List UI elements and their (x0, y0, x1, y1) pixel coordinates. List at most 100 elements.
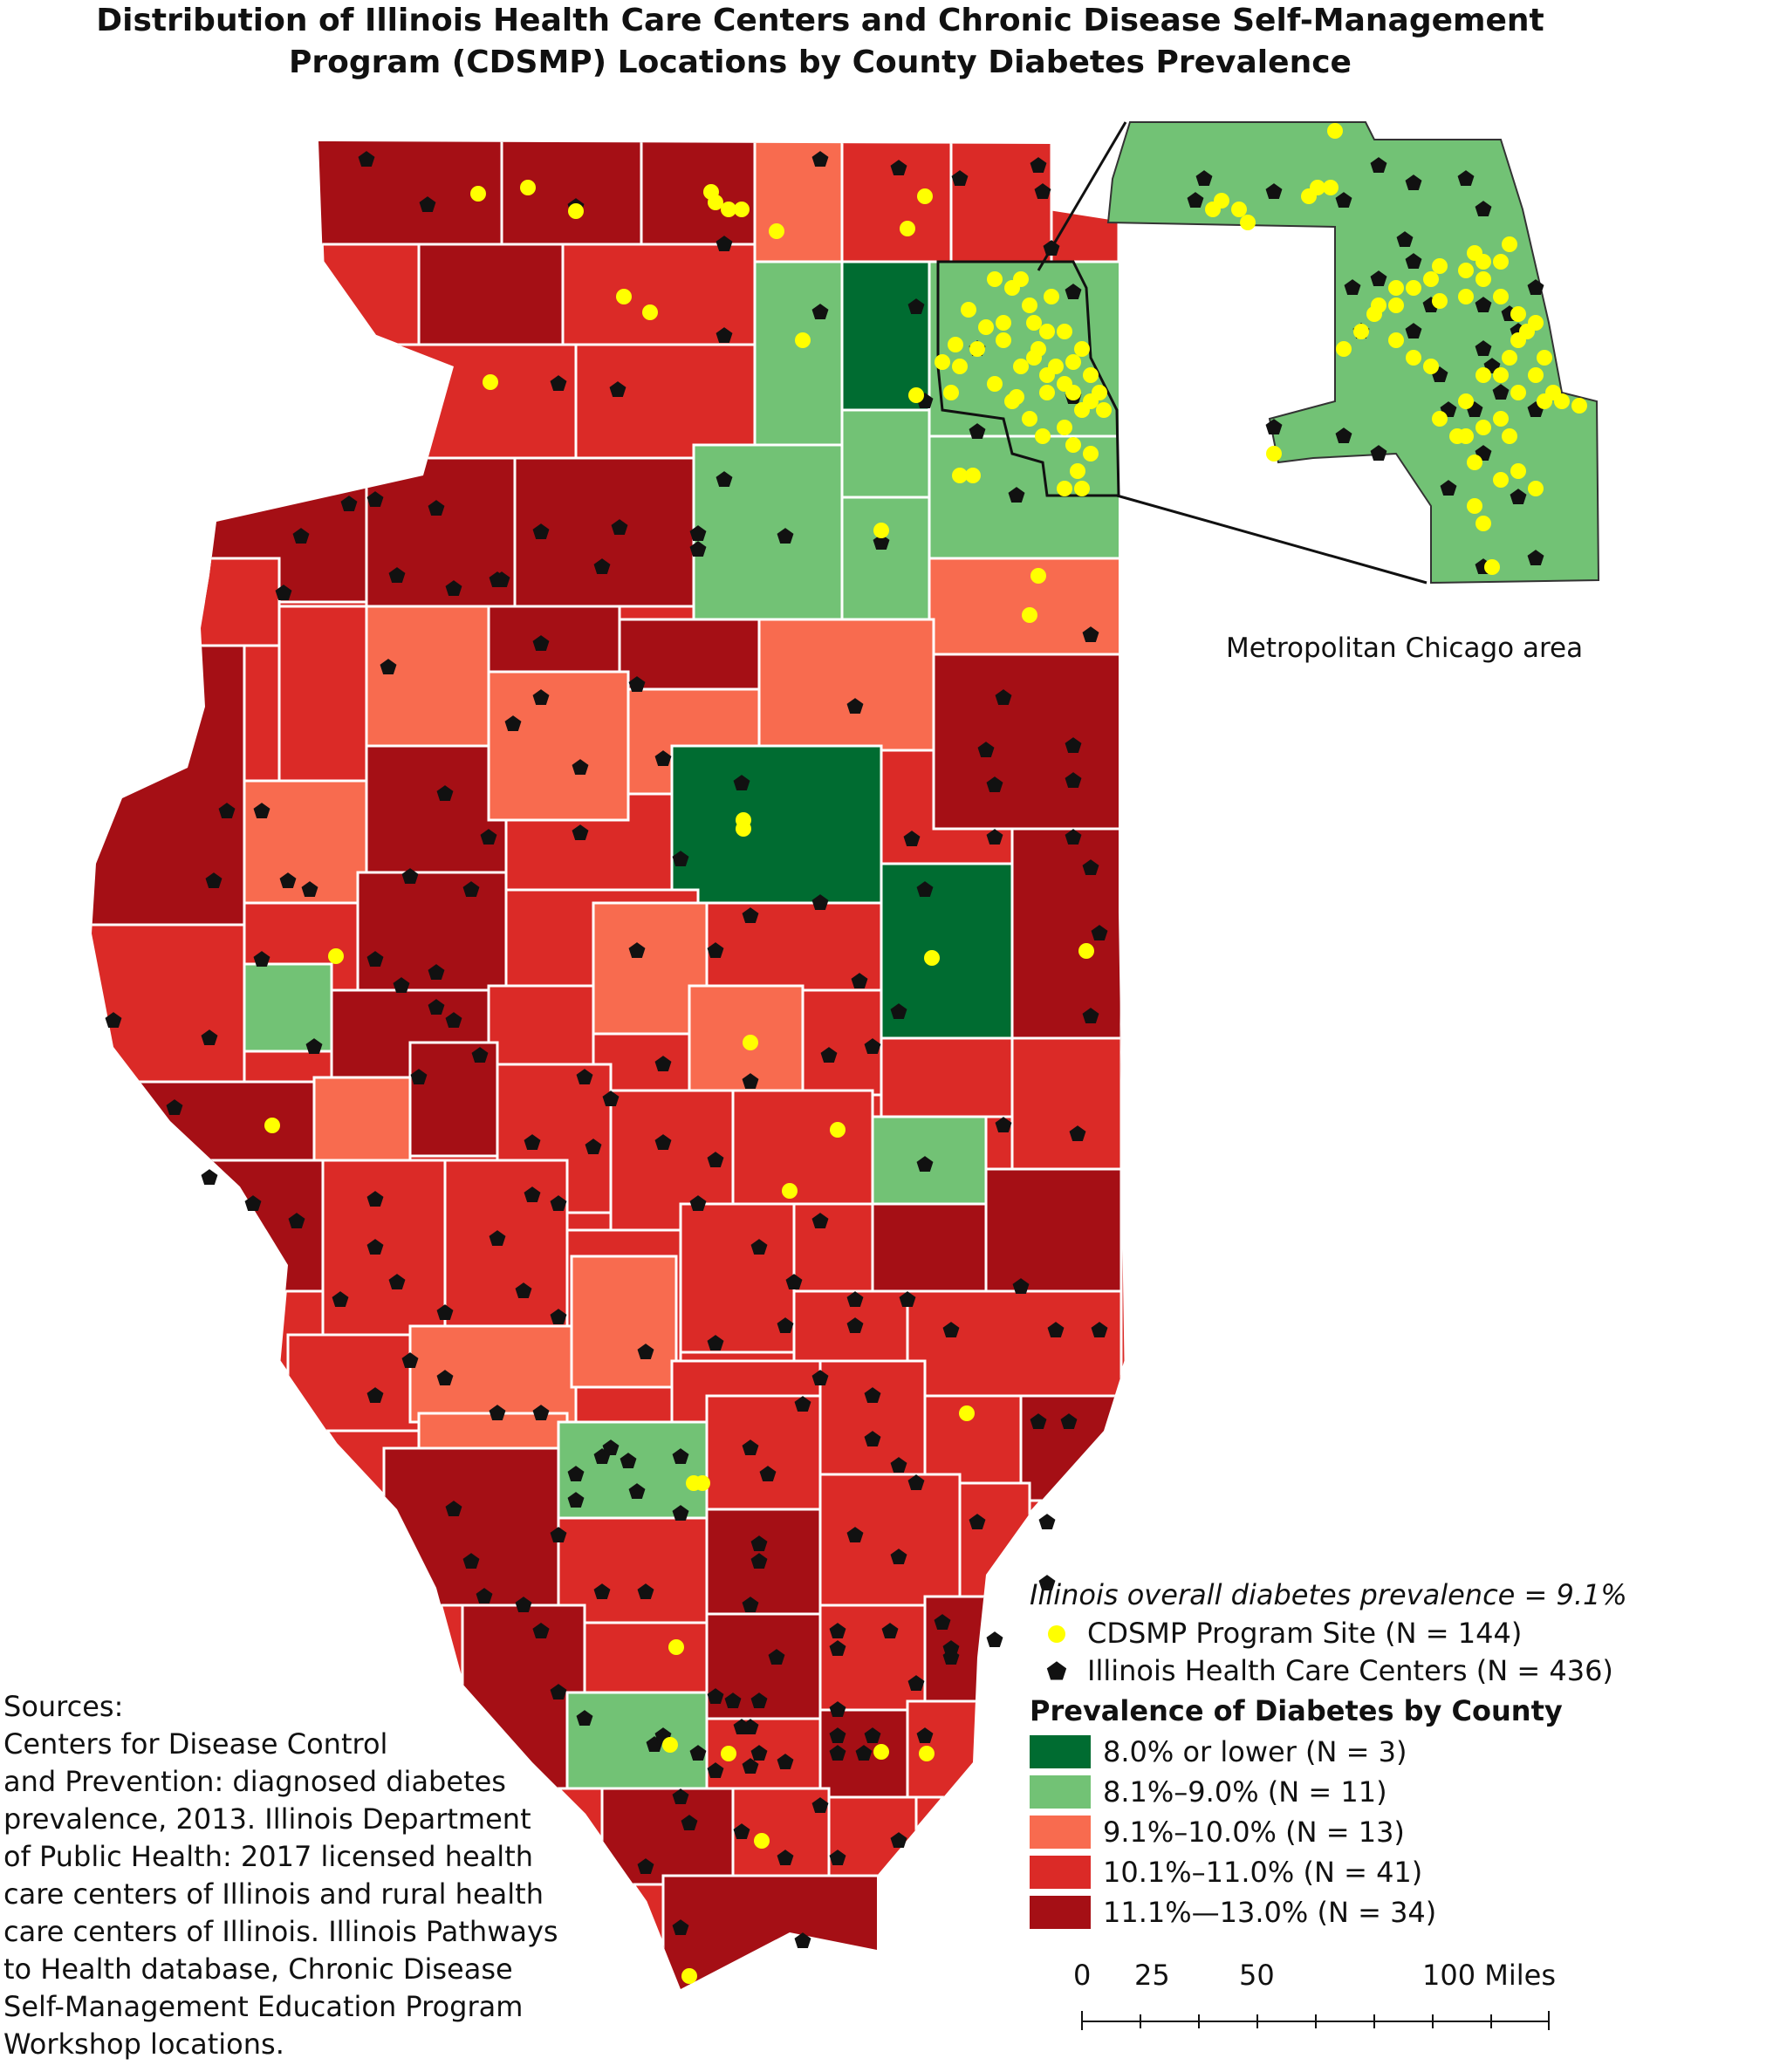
cdsmp-site-marker (1510, 332, 1526, 348)
cdsmp-site-marker (924, 950, 940, 966)
legend-swatch (1030, 1896, 1091, 1929)
county-shelby (679, 1202, 796, 1354)
sources-line: care centers of Illinois. Illinois Pathw… (3, 1915, 558, 1948)
cdsmp-site-marker (1475, 254, 1491, 270)
cdsmp-site-marker (1484, 559, 1500, 575)
cdsmp-site-marker (1065, 385, 1081, 400)
cdsmp-site-marker (1528, 481, 1544, 496)
cdsmp-site-marker (948, 337, 963, 352)
county-wayne (818, 1473, 962, 1607)
scale-label-100: 100 Miles (1422, 1959, 1556, 1992)
county-dekalb (753, 260, 844, 447)
cdsmp-site-marker (1070, 463, 1085, 479)
overall-prevalence-note: Illinois overall diabetes prevalence = 9… (1030, 1578, 1627, 1611)
county-whiteside (382, 343, 578, 460)
cdsmp-site-marker (1013, 359, 1029, 374)
cdsmp-site-marker (1510, 306, 1526, 322)
cdsmp-site-marker (919, 1746, 935, 1761)
cdsmp-site-marker (900, 221, 915, 236)
cdsmp-site-marker (1083, 446, 1099, 462)
cdsmp-site-marker (734, 202, 750, 217)
county-ford (932, 653, 1123, 831)
sources-line: Centers for Disease Control (3, 1727, 388, 1761)
cdsmp-site-marker (1406, 350, 1421, 366)
map-title-line-2: Program (CDSMP) Locations by County Diab… (289, 44, 1352, 80)
cdsmp-site-marker (917, 188, 933, 204)
cdsmp-site-marker (978, 319, 994, 335)
county-lee (574, 343, 757, 460)
cdsmp-site-marker (1074, 481, 1090, 496)
cdsmp-site-marker (743, 1035, 758, 1050)
cdsmp-site-marker (642, 304, 658, 320)
legend-health-center-label: Illinois Health Care Centers (N = 436) (1087, 1654, 1613, 1687)
cdsmp-site-marker (996, 332, 1011, 348)
cdsmp-site-marker (1057, 420, 1072, 435)
county-warren (243, 779, 368, 905)
sources-line: care centers of Illinois and rural healt… (3, 1877, 544, 1911)
scale-ruler (1081, 2011, 1550, 2030)
legend-swatch (1030, 1775, 1091, 1809)
county-white (958, 1481, 1031, 1598)
map-title-line-1: Distribution of Illinois Health Care Cen… (96, 3, 1544, 38)
cdsmp-site-marker (782, 1183, 798, 1199)
cdsmp-site-marker (769, 223, 784, 239)
cdsmp-site-marker (1502, 350, 1517, 366)
cdsmp-site-marker (1510, 385, 1526, 400)
cdsmp-site-marker (1327, 123, 1343, 139)
county-stark (365, 605, 490, 748)
county-madison (286, 1333, 421, 1433)
county-mason (592, 901, 709, 1036)
inset-connector-bottom (1116, 494, 1428, 585)
county-kendall (840, 408, 931, 499)
cdsmp-site-marker (1475, 420, 1491, 435)
cdsmp-site-marker (1493, 411, 1509, 427)
cdsmp-site-marker (1214, 193, 1229, 209)
county-far-south (661, 1874, 892, 1989)
cdsmp-site-marker (1467, 455, 1482, 470)
county-mchenry (840, 141, 953, 263)
cdsmp-site-marker (1039, 385, 1055, 400)
cdsmp-site-marker (1035, 428, 1051, 444)
county-henderson (92, 644, 246, 927)
cdsmp-site-marker (969, 341, 985, 357)
county-alexander (600, 1787, 735, 1886)
cdsmp-site-marker (1266, 446, 1282, 462)
cdsmp-site-marker (1423, 271, 1439, 287)
cdsmp-site-marker (1467, 498, 1482, 514)
health-center-marker (986, 1631, 1003, 1648)
sources-line: Sources: (3, 1690, 124, 1723)
health-center-marker (201, 1169, 218, 1186)
cdsmp-site-marker (943, 385, 959, 400)
cdsmp-site-marker (1083, 367, 1099, 383)
sources-line: Self-Management Education Program (3, 1990, 524, 2023)
cdsmp-site-marker (1074, 341, 1090, 357)
county-edgar (1010, 1036, 1123, 1171)
county-putnam (618, 618, 761, 691)
county-woodford (626, 687, 761, 796)
county-mercer (155, 557, 281, 647)
legend-health-center-row: Illinois Health Care Centers (N = 436) (1030, 1652, 1745, 1690)
county-lake (949, 141, 1053, 263)
county-kane (840, 260, 931, 412)
cdsmp-site-marker (1301, 188, 1317, 204)
cdsmp-site-marker (1057, 324, 1072, 339)
cdsmp-site-marker (1475, 516, 1491, 531)
county-douglas (871, 1115, 988, 1206)
map-title: Distribution of Illinois Health Care Cen… (0, 0, 1640, 84)
county-peoria (487, 670, 630, 822)
cdsmp-site-markers (264, 123, 1587, 1984)
cdsmp-site-marker (1096, 402, 1112, 418)
cdsmp-site-marker (1022, 297, 1037, 313)
county-grundy (840, 496, 931, 621)
county-adams (92, 923, 246, 1084)
legend-cdsmp-label: CDSMP Program Site (N = 144) (1087, 1617, 1523, 1650)
county-macoupin (443, 1159, 569, 1337)
cdsmp-site-marker (1026, 350, 1042, 366)
cdsmp-site-marker (1502, 428, 1517, 444)
cdsmp-site-marker (996, 315, 1011, 331)
county-coles (871, 1202, 988, 1293)
cdsmp-site-marker (1458, 393, 1474, 409)
cdsmp-site-marker (1571, 398, 1587, 414)
county-hardin (906, 1699, 979, 1799)
cdsmp-site-marker (1022, 607, 1037, 623)
